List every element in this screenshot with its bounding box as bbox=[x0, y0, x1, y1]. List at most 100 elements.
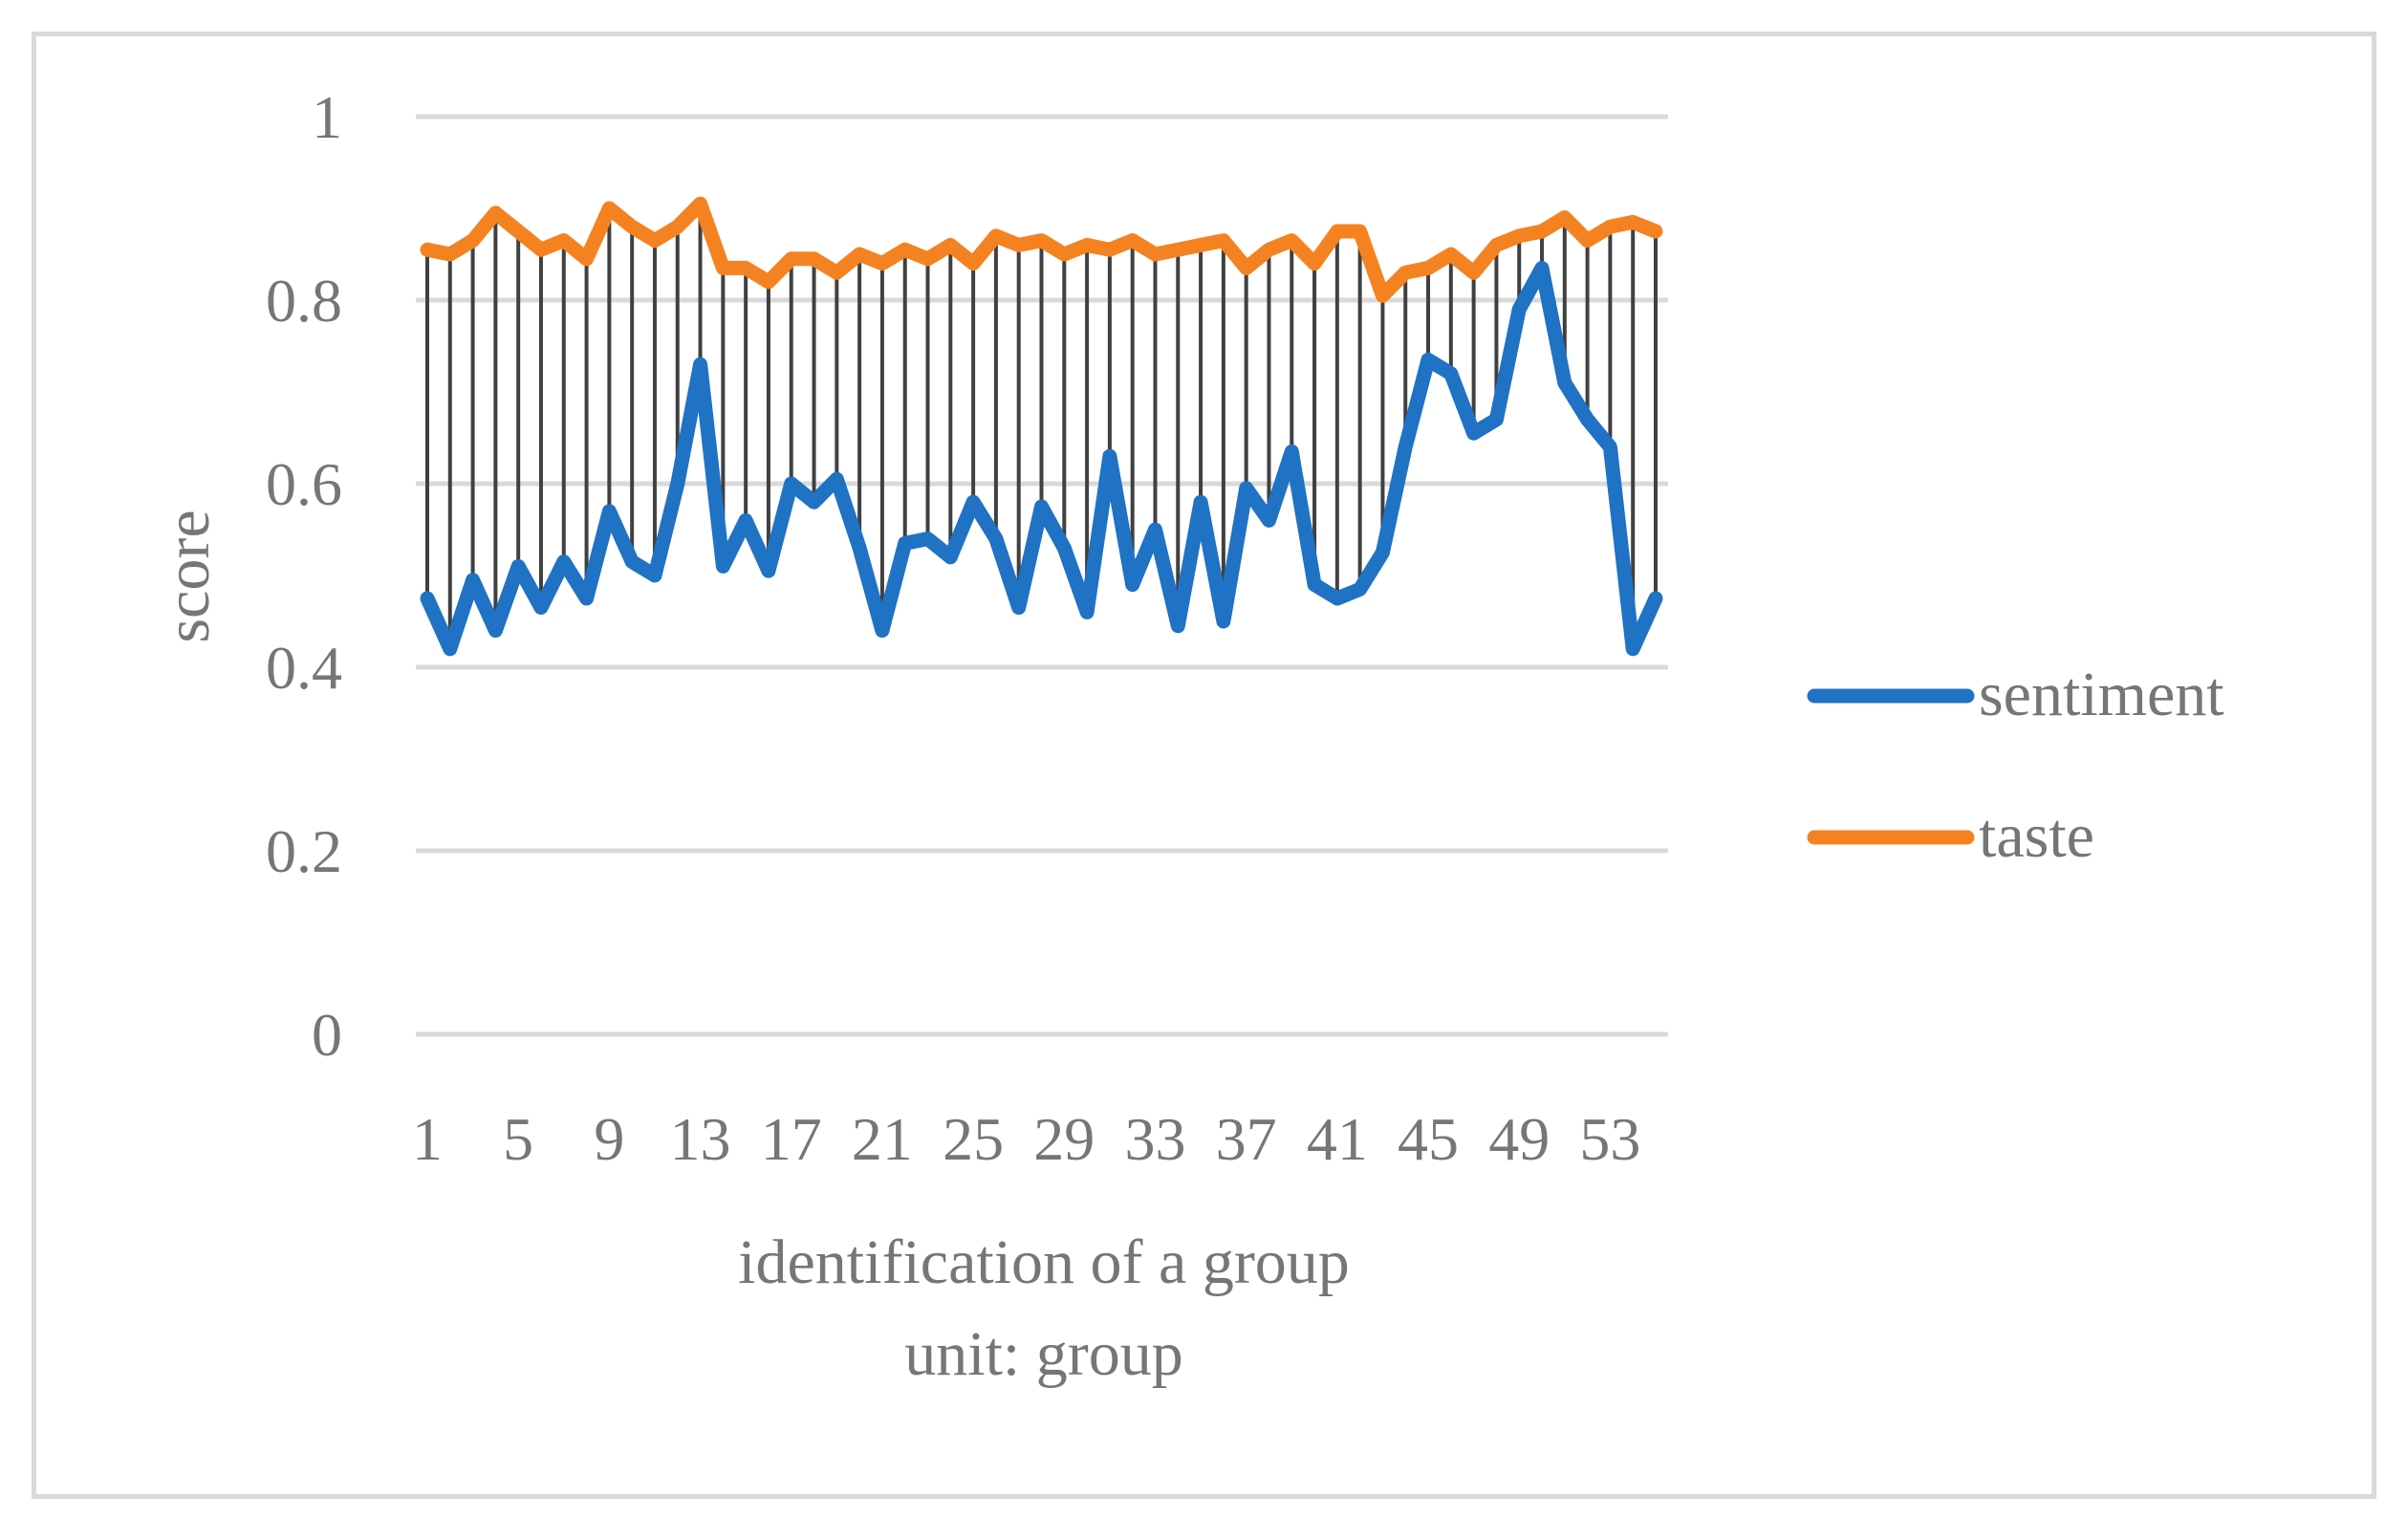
data-point-sentiment bbox=[988, 531, 1003, 546]
x-tick-label: 37 bbox=[1216, 1105, 1277, 1173]
data-point-sentiment bbox=[1330, 592, 1344, 605]
data-point-taste bbox=[898, 243, 912, 257]
x-axis-title: identification of a group bbox=[738, 1227, 1350, 1297]
data-point-taste bbox=[1557, 210, 1572, 225]
data-point-sentiment bbox=[1580, 412, 1594, 426]
data-point-sentiment bbox=[647, 569, 661, 582]
x-tick-label: 49 bbox=[1488, 1105, 1550, 1173]
data-point-taste bbox=[784, 251, 798, 266]
data-point-sentiment bbox=[421, 592, 434, 605]
data-point-sentiment bbox=[1102, 449, 1117, 464]
data-point-sentiment bbox=[739, 513, 753, 528]
data-point-taste bbox=[647, 233, 661, 248]
data-point-taste bbox=[1535, 225, 1550, 238]
x-tick-label: 5 bbox=[503, 1105, 533, 1173]
data-point-taste bbox=[488, 206, 503, 220]
data-point-sentiment bbox=[1399, 440, 1413, 454]
data-point-sentiment bbox=[1376, 546, 1390, 559]
x-axis-unit: unit: group bbox=[904, 1319, 1183, 1389]
data-point-taste bbox=[625, 220, 640, 234]
data-point-sentiment bbox=[1148, 523, 1162, 536]
data-point-sentiment bbox=[853, 541, 867, 555]
data-point-taste bbox=[1011, 238, 1026, 252]
x-tick-label: 45 bbox=[1398, 1105, 1459, 1173]
x-tick-label: 21 bbox=[852, 1105, 913, 1173]
data-point-taste bbox=[1171, 243, 1185, 257]
data-point-sentiment bbox=[1649, 592, 1662, 605]
data-point-sentiment bbox=[1194, 495, 1208, 510]
data-point-sentiment bbox=[1466, 426, 1481, 441]
data-point-taste bbox=[921, 251, 935, 266]
data-point-taste bbox=[1057, 248, 1072, 261]
data-point-taste bbox=[1603, 220, 1617, 234]
data-point-taste bbox=[1102, 243, 1117, 257]
data-point-sentiment bbox=[966, 495, 981, 510]
data-point-taste bbox=[739, 261, 753, 275]
data-point-sentiment bbox=[443, 641, 457, 656]
data-point-taste bbox=[1376, 289, 1390, 303]
data-point-taste bbox=[1649, 225, 1662, 238]
data-point-taste bbox=[807, 251, 821, 266]
data-point-sentiment bbox=[1034, 500, 1049, 513]
data-point-sentiment bbox=[1285, 445, 1299, 459]
data-point-taste bbox=[1466, 266, 1481, 280]
data-point-taste bbox=[1489, 238, 1504, 252]
y-tick-label: 0 bbox=[312, 1001, 342, 1069]
legend: sentiment taste bbox=[1807, 660, 2224, 871]
data-point-taste bbox=[1194, 238, 1208, 252]
data-point-sentiment bbox=[625, 554, 640, 569]
y-axis-title: score bbox=[153, 510, 223, 642]
data-point-sentiment bbox=[716, 559, 730, 574]
data-point-sentiment bbox=[533, 600, 548, 615]
x-tick-label: 9 bbox=[594, 1105, 624, 1173]
data-point-taste bbox=[1443, 248, 1458, 261]
high-low-lines bbox=[425, 204, 1658, 649]
data-point-sentiment bbox=[830, 472, 844, 487]
y-tick-label: 0.6 bbox=[266, 450, 342, 518]
data-point-sentiment bbox=[1535, 261, 1550, 275]
data-point-sentiment bbox=[1011, 600, 1026, 615]
data-point-sentiment bbox=[1512, 302, 1527, 316]
data-point-sentiment bbox=[784, 477, 798, 490]
data-point-taste bbox=[988, 228, 1003, 243]
x-tick-label: 53 bbox=[1579, 1105, 1640, 1173]
data-point-sentiment bbox=[807, 495, 821, 510]
data-point-sentiment bbox=[693, 358, 707, 372]
data-point-taste bbox=[556, 233, 571, 248]
data-point-sentiment bbox=[1557, 376, 1572, 390]
data-point-sentiment bbox=[602, 504, 617, 518]
data-point-taste bbox=[670, 220, 684, 234]
data-point-taste bbox=[1421, 261, 1436, 275]
data-point-taste bbox=[875, 256, 889, 271]
data-point-taste bbox=[421, 243, 434, 257]
data-point-taste bbox=[602, 202, 617, 215]
data-point-taste bbox=[579, 251, 594, 266]
data-point-sentiment bbox=[1603, 440, 1617, 454]
data-point-taste bbox=[693, 197, 707, 211]
data-point-sentiment bbox=[488, 623, 503, 638]
data-point-sentiment bbox=[875, 623, 889, 638]
data-point-taste bbox=[1285, 233, 1299, 248]
data-point-sentiment bbox=[670, 477, 684, 490]
data-point-taste bbox=[1580, 233, 1594, 248]
data-point-taste bbox=[1125, 233, 1139, 248]
data-point-sentiment bbox=[921, 531, 935, 546]
data-point-taste bbox=[1626, 215, 1640, 229]
data-point-sentiment bbox=[511, 559, 526, 574]
y-tick-label: 1 bbox=[312, 83, 342, 151]
data-point-taste bbox=[1034, 233, 1049, 248]
data-point-sentiment bbox=[1057, 541, 1072, 555]
data-point-sentiment bbox=[943, 550, 958, 564]
data-point-sentiment bbox=[1308, 577, 1322, 592]
x-tick-label: 33 bbox=[1124, 1105, 1185, 1173]
data-point-taste bbox=[1080, 238, 1095, 252]
data-point-taste bbox=[853, 248, 867, 261]
data-point-sentiment bbox=[1421, 353, 1436, 367]
legend-label-sentiment: sentiment bbox=[1979, 660, 2224, 729]
data-point-sentiment bbox=[1125, 577, 1139, 592]
data-point-taste bbox=[1399, 266, 1413, 280]
data-point-taste bbox=[761, 274, 775, 289]
data-point-sentiment bbox=[1489, 412, 1504, 426]
data-point-taste bbox=[716, 261, 730, 275]
